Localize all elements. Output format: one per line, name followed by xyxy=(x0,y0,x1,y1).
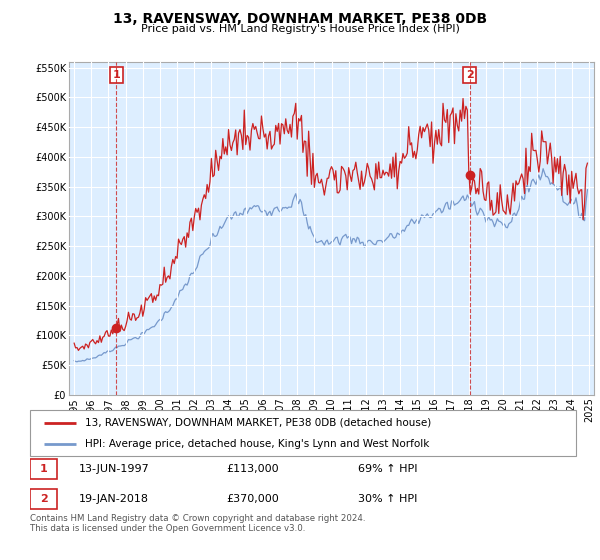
Text: Contains HM Land Registry data © Crown copyright and database right 2024.
This d: Contains HM Land Registry data © Crown c… xyxy=(30,514,365,534)
Text: Price paid vs. HM Land Registry's House Price Index (HPI): Price paid vs. HM Land Registry's House … xyxy=(140,24,460,34)
Text: £370,000: £370,000 xyxy=(227,494,280,504)
FancyBboxPatch shape xyxy=(30,459,58,479)
Text: 2: 2 xyxy=(40,494,47,504)
Text: 1: 1 xyxy=(112,70,120,80)
Text: HPI: Average price, detached house, King's Lynn and West Norfolk: HPI: Average price, detached house, King… xyxy=(85,439,429,449)
FancyBboxPatch shape xyxy=(30,410,576,456)
Text: 2: 2 xyxy=(466,70,473,80)
FancyBboxPatch shape xyxy=(30,489,58,509)
Text: £113,000: £113,000 xyxy=(227,464,279,474)
Text: 69% ↑ HPI: 69% ↑ HPI xyxy=(358,464,417,474)
Text: 30% ↑ HPI: 30% ↑ HPI xyxy=(358,494,417,504)
Text: 19-JAN-2018: 19-JAN-2018 xyxy=(79,494,149,504)
Text: 13, RAVENSWAY, DOWNHAM MARKET, PE38 0DB: 13, RAVENSWAY, DOWNHAM MARKET, PE38 0DB xyxy=(113,12,487,26)
Text: 13-JUN-1997: 13-JUN-1997 xyxy=(79,464,150,474)
Text: 13, RAVENSWAY, DOWNHAM MARKET, PE38 0DB (detached house): 13, RAVENSWAY, DOWNHAM MARKET, PE38 0DB … xyxy=(85,418,431,428)
Text: 1: 1 xyxy=(40,464,47,474)
